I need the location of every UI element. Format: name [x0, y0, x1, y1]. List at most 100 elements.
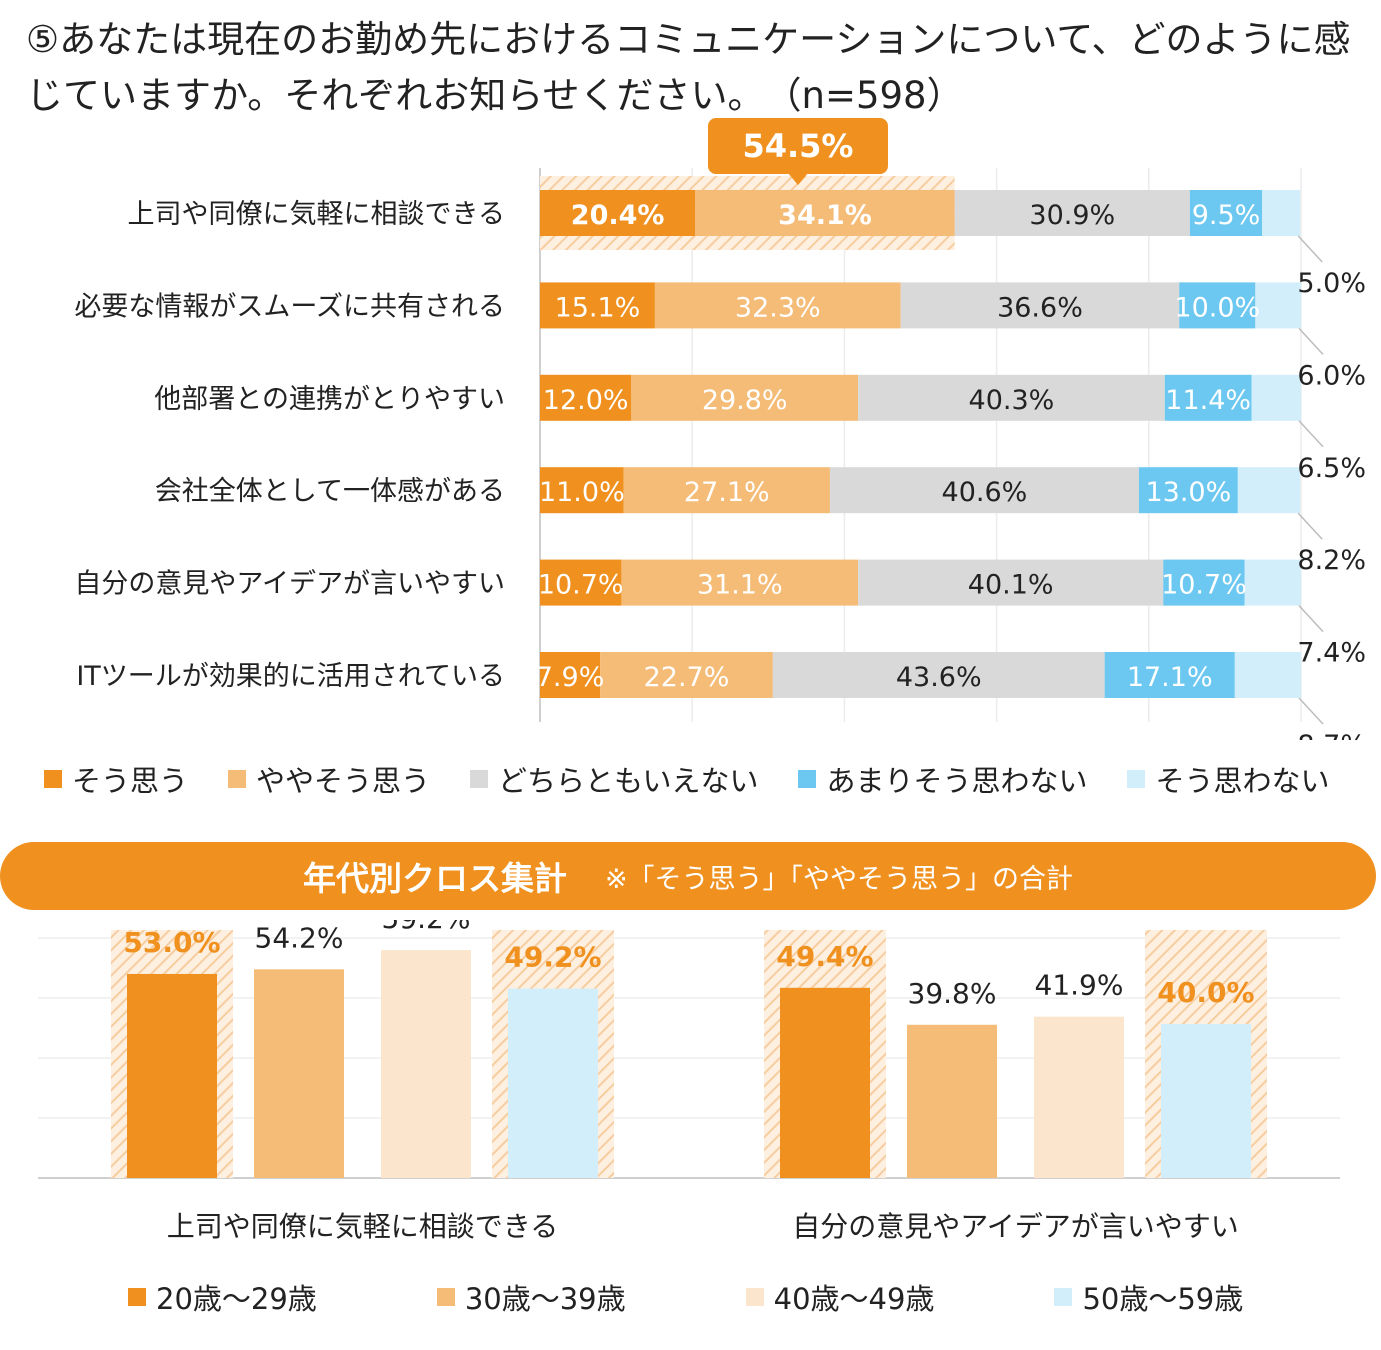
- bar-segment: [1234, 652, 1301, 698]
- bar: [381, 950, 471, 1178]
- leader-line: [1298, 327, 1324, 355]
- data-label: 30.9%: [1029, 200, 1115, 231]
- data-label: 41.9%: [1035, 969, 1124, 1002]
- legend-swatch: [228, 770, 247, 788]
- data-label: 5.0%: [1297, 268, 1366, 299]
- bar-segment: [631, 374, 859, 421]
- data-label: 40.0%: [1157, 976, 1254, 1009]
- legend-item-age-50s: 50歳～59歳: [1054, 1276, 1243, 1318]
- chart-title: ⑤あなたは現在のお勤め先におけるコミュニケーションについて、どのように感 じてい…: [26, 12, 1366, 124]
- cross-tab-title: 年代別クロス集計: [302, 859, 567, 898]
- data-label: 17.1%: [1127, 662, 1213, 693]
- data-label: 54.2%: [255, 921, 344, 954]
- data-label: 6.0%: [1297, 360, 1366, 391]
- bar-segment: [1163, 559, 1245, 606]
- data-label: 20.4%: [571, 200, 665, 231]
- data-label: 11.0%: [539, 477, 625, 508]
- legend-item-agree: ややそう思う: [228, 758, 430, 800]
- legend-label: そう思わない: [1155, 764, 1330, 798]
- legend-label: どちらともいえない: [498, 764, 759, 798]
- data-label: 8.2%: [1297, 545, 1366, 576]
- legend-swatch: [745, 1288, 764, 1306]
- bar: [907, 1024, 997, 1178]
- data-label: 11.4%: [1165, 385, 1251, 416]
- category-label: 自分の意見やアイデアが言いやすい: [74, 569, 505, 600]
- bar-segment: [600, 652, 773, 698]
- bar: [508, 988, 598, 1178]
- bar-segment: [654, 282, 901, 329]
- data-label: 29.8%: [702, 385, 788, 416]
- legend-item-age-30s: 30歳～39歳: [436, 1276, 626, 1318]
- data-label: 13.0%: [1145, 477, 1231, 508]
- bar-segment: [858, 559, 1164, 606]
- data-label: 40.3%: [969, 385, 1055, 416]
- legend-item-age-20s: 20歳～29歳: [128, 1276, 317, 1318]
- bar-segment: [695, 190, 955, 236]
- legend-swatch: [1127, 770, 1146, 788]
- legend-label: 20歳～29歳: [156, 1282, 317, 1316]
- data-label: 39.8%: [908, 977, 997, 1010]
- data-label: 34.1%: [778, 200, 872, 231]
- category-label: 上司や同僚に気軽に相談できる: [128, 199, 505, 230]
- bar-segment: [621, 559, 859, 606]
- bar: [780, 987, 870, 1178]
- bar-segment: [623, 467, 830, 514]
- data-label: 8.7%: [1297, 730, 1366, 740]
- data-label: 59.2%: [382, 920, 471, 935]
- data-label: 32.3%: [735, 292, 821, 323]
- legend-label: そう思う: [72, 764, 189, 798]
- data-label: 49.2%: [504, 941, 601, 974]
- bar-segment: [772, 652, 1105, 698]
- category-label: ITツールが効果的に活用されている: [76, 661, 505, 692]
- bar-segment: [1179, 282, 1256, 329]
- bar-segment: [540, 190, 696, 236]
- leader-line: [1298, 605, 1324, 633]
- data-label: 40.6%: [942, 477, 1028, 508]
- stacked-bar-chart: 上司や同僚に気軽に相談できる 20.4% 34.1% 30.9% 9.5% 5.0% 必要な…: [74, 118, 1366, 740]
- legend-swatch: [44, 770, 62, 788]
- bar-segment: [1244, 559, 1301, 606]
- bar-segment: [1138, 467, 1238, 514]
- bar-segment: [829, 467, 1139, 514]
- group-label: 自分の意見やアイデアが言いやすい: [792, 1210, 1239, 1243]
- title-line-1: ⑤あなたは現在のお勤め先におけるコミュニケーションについて、どのように感: [26, 18, 1351, 61]
- leader-line: [1298, 697, 1324, 725]
- data-label: 43.6%: [896, 662, 982, 693]
- legend-swatch: [470, 770, 489, 788]
- legend-label: ややそう思う: [256, 764, 431, 798]
- data-label: 7.4%: [1297, 638, 1366, 669]
- bar-segment: [1164, 374, 1252, 421]
- bar-segment: [540, 652, 601, 698]
- bar-segment: [540, 467, 624, 514]
- bar: [254, 969, 344, 1178]
- bar: [127, 973, 217, 1178]
- legend-swatch: [128, 1288, 146, 1306]
- bar: [1161, 1024, 1251, 1178]
- legend-item-disagree: あまりそう思わない: [798, 758, 1087, 800]
- data-label: 31.1%: [697, 570, 783, 601]
- legend-swatch: [436, 1288, 455, 1306]
- bar-segment: [1189, 190, 1263, 236]
- age-legend: 20歳～29歳 30歳～39歳 40歳～49歳 50歳～59歳: [128, 1276, 1243, 1318]
- data-label: 10.0%: [1174, 292, 1260, 323]
- data-label: 27.1%: [684, 477, 770, 508]
- title-line-2: じていますか。それぞれお知らせください。 （n=598）: [26, 74, 964, 117]
- bar-segment: [1262, 190, 1301, 236]
- data-label: 40.1%: [968, 570, 1054, 601]
- legend-label: 30歳～39歳: [464, 1282, 626, 1316]
- category-label: 必要な情報がスムーズに共有される: [74, 291, 505, 322]
- main-legend: そう思う ややそう思う どちらともいえない あまりそう思わない そう思わない: [44, 758, 1329, 800]
- group-label: 上司や同僚に気軽に相談できる: [167, 1210, 558, 1243]
- data-label: 10.7%: [1161, 570, 1247, 601]
- bar-segment: [1237, 467, 1301, 514]
- category-label: 他部署との連携がとりやすい: [154, 384, 505, 415]
- data-label: 15.1%: [555, 292, 641, 323]
- leader-line: [1297, 512, 1323, 540]
- data-label: 10.7%: [538, 570, 624, 601]
- data-label: 6.5%: [1297, 453, 1366, 484]
- data-label: 12.0%: [543, 385, 629, 416]
- bar-segment: [540, 559, 622, 606]
- age-bar-chart: 53.0% 54.2% 59.2% 49.2% 上司や同僚に気軽に相談できる 49.4% 3…: [38, 920, 1340, 1243]
- bar: [1034, 1016, 1124, 1178]
- legend-item-neutral: どちらともいえない: [470, 758, 758, 800]
